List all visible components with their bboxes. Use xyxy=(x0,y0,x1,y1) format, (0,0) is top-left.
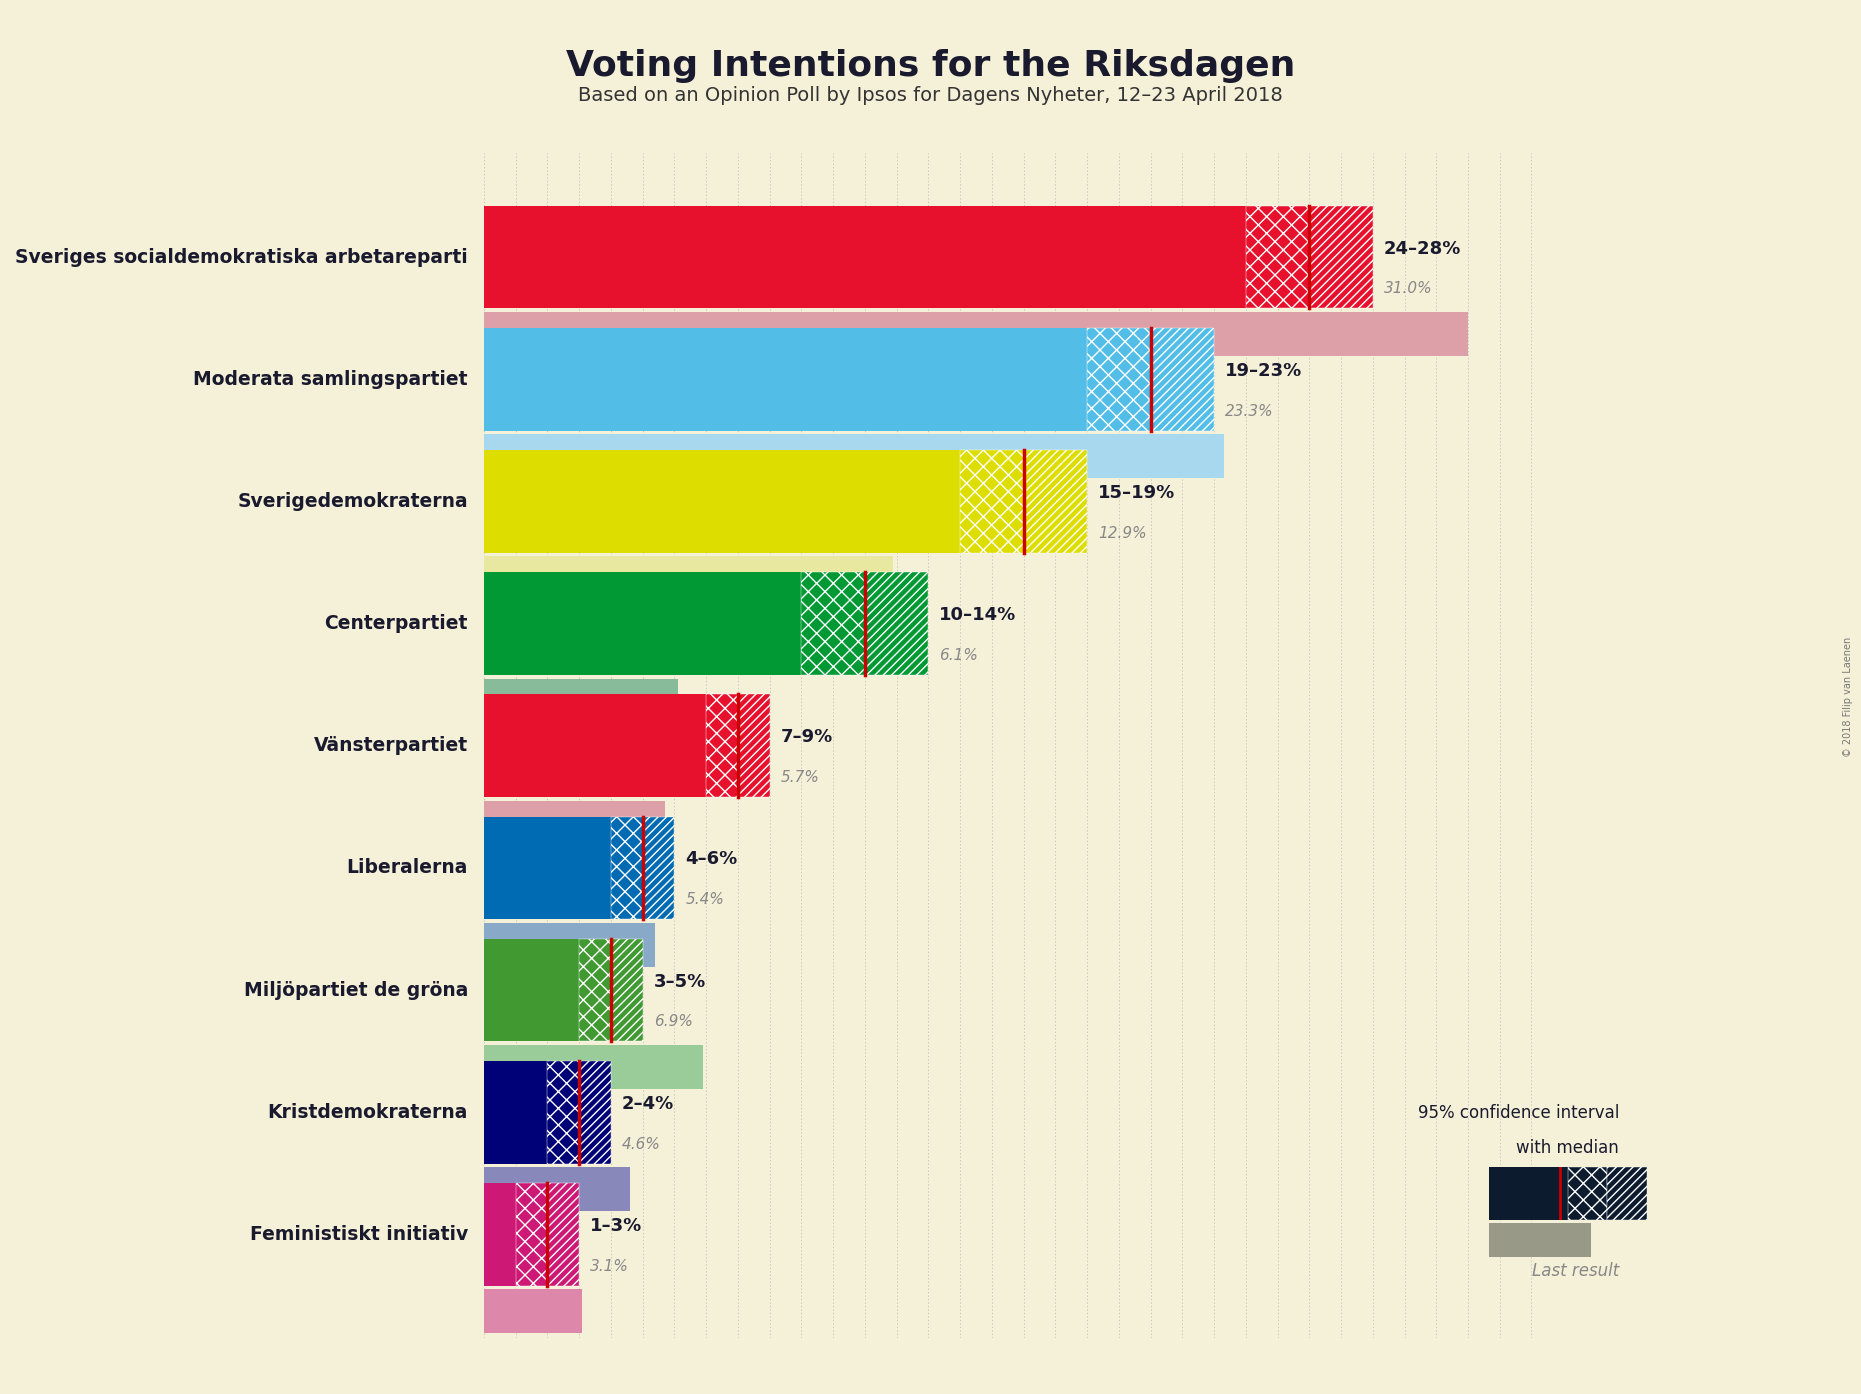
Text: Based on an Opinion Poll by Ipsos for Dagens Nyheter, 12–23 April 2018: Based on an Opinion Poll by Ipsos for Da… xyxy=(579,86,1282,106)
Bar xyxy=(484,1184,515,1285)
Bar xyxy=(484,1289,582,1333)
Text: Kristdemokraterna: Kristdemokraterna xyxy=(268,1103,467,1122)
Text: Feministiskt initiativ: Feministiskt initiativ xyxy=(249,1225,467,1243)
Bar xyxy=(1608,1167,1647,1220)
Text: Voting Intentions for the Riksdagen: Voting Intentions for the Riksdagen xyxy=(566,49,1295,82)
Bar xyxy=(865,573,929,675)
Text: 24–28%: 24–28% xyxy=(1385,240,1461,258)
Text: Centerpartiet: Centerpartiet xyxy=(324,615,467,633)
Bar xyxy=(484,1061,547,1164)
Text: with median: with median xyxy=(1517,1139,1619,1157)
Text: 4.6%: 4.6% xyxy=(622,1136,661,1151)
Text: Sverigedemokraterna: Sverigedemokraterna xyxy=(238,492,467,512)
Bar xyxy=(610,938,642,1041)
Text: 4–6%: 4–6% xyxy=(685,850,737,868)
Bar xyxy=(579,1061,610,1164)
Text: 23.3%: 23.3% xyxy=(1225,404,1273,418)
Bar xyxy=(484,312,1468,355)
Bar xyxy=(802,573,865,675)
Bar xyxy=(1310,206,1373,308)
Text: 6.1%: 6.1% xyxy=(940,648,979,664)
Text: 5.4%: 5.4% xyxy=(685,892,724,907)
Bar xyxy=(484,328,1087,431)
Text: 10–14%: 10–14% xyxy=(940,606,1016,625)
Bar xyxy=(1489,1167,1569,1220)
Text: 2–4%: 2–4% xyxy=(622,1094,674,1112)
Bar xyxy=(1245,206,1310,308)
Bar xyxy=(960,450,1024,553)
Bar xyxy=(484,450,960,553)
Bar xyxy=(642,817,674,919)
Bar xyxy=(547,1061,579,1164)
Text: 7–9%: 7–9% xyxy=(782,728,834,746)
Text: 3.1%: 3.1% xyxy=(590,1259,629,1274)
Bar xyxy=(484,694,705,797)
Text: 31.0%: 31.0% xyxy=(1385,282,1433,297)
Bar xyxy=(484,800,664,845)
Text: 5.7%: 5.7% xyxy=(782,769,819,785)
Text: 1–3%: 1–3% xyxy=(590,1217,642,1235)
Bar xyxy=(484,923,655,967)
Text: 95% confidence interval: 95% confidence interval xyxy=(1418,1104,1619,1122)
Text: 15–19%: 15–19% xyxy=(1098,484,1176,502)
Bar xyxy=(1087,328,1150,431)
Text: Moderata samlingspartiet: Moderata samlingspartiet xyxy=(194,369,467,389)
Bar xyxy=(484,1167,629,1211)
Bar xyxy=(1569,1167,1608,1220)
Bar xyxy=(484,817,610,919)
Bar xyxy=(484,679,677,722)
Bar xyxy=(610,817,642,919)
Text: 19–23%: 19–23% xyxy=(1225,362,1303,379)
Text: Miljöpartiet de gröna: Miljöpartiet de gröna xyxy=(244,980,467,999)
Bar xyxy=(579,938,610,1041)
Bar xyxy=(737,694,770,797)
Text: Liberalerna: Liberalerna xyxy=(346,859,467,877)
Text: Sveriges socialdemokratiska arbetareparti: Sveriges socialdemokratiska arbetarepart… xyxy=(15,248,467,266)
Bar xyxy=(547,1184,579,1285)
Text: Last result: Last result xyxy=(1532,1262,1619,1280)
Bar xyxy=(484,556,893,601)
Bar xyxy=(484,435,1223,478)
Bar xyxy=(1024,450,1087,553)
Bar xyxy=(484,1046,703,1089)
Bar xyxy=(705,694,737,797)
Bar xyxy=(1150,328,1213,431)
Text: © 2018 Filip van Laenen: © 2018 Filip van Laenen xyxy=(1842,637,1854,757)
Bar xyxy=(515,1184,547,1285)
Text: 3–5%: 3–5% xyxy=(653,973,705,991)
Bar xyxy=(484,573,802,675)
Text: 6.9%: 6.9% xyxy=(653,1015,692,1029)
Text: Vänsterpartiet: Vänsterpartiet xyxy=(315,736,467,756)
Text: 12.9%: 12.9% xyxy=(1098,526,1146,541)
Bar xyxy=(484,938,579,1041)
Bar xyxy=(484,206,1245,308)
